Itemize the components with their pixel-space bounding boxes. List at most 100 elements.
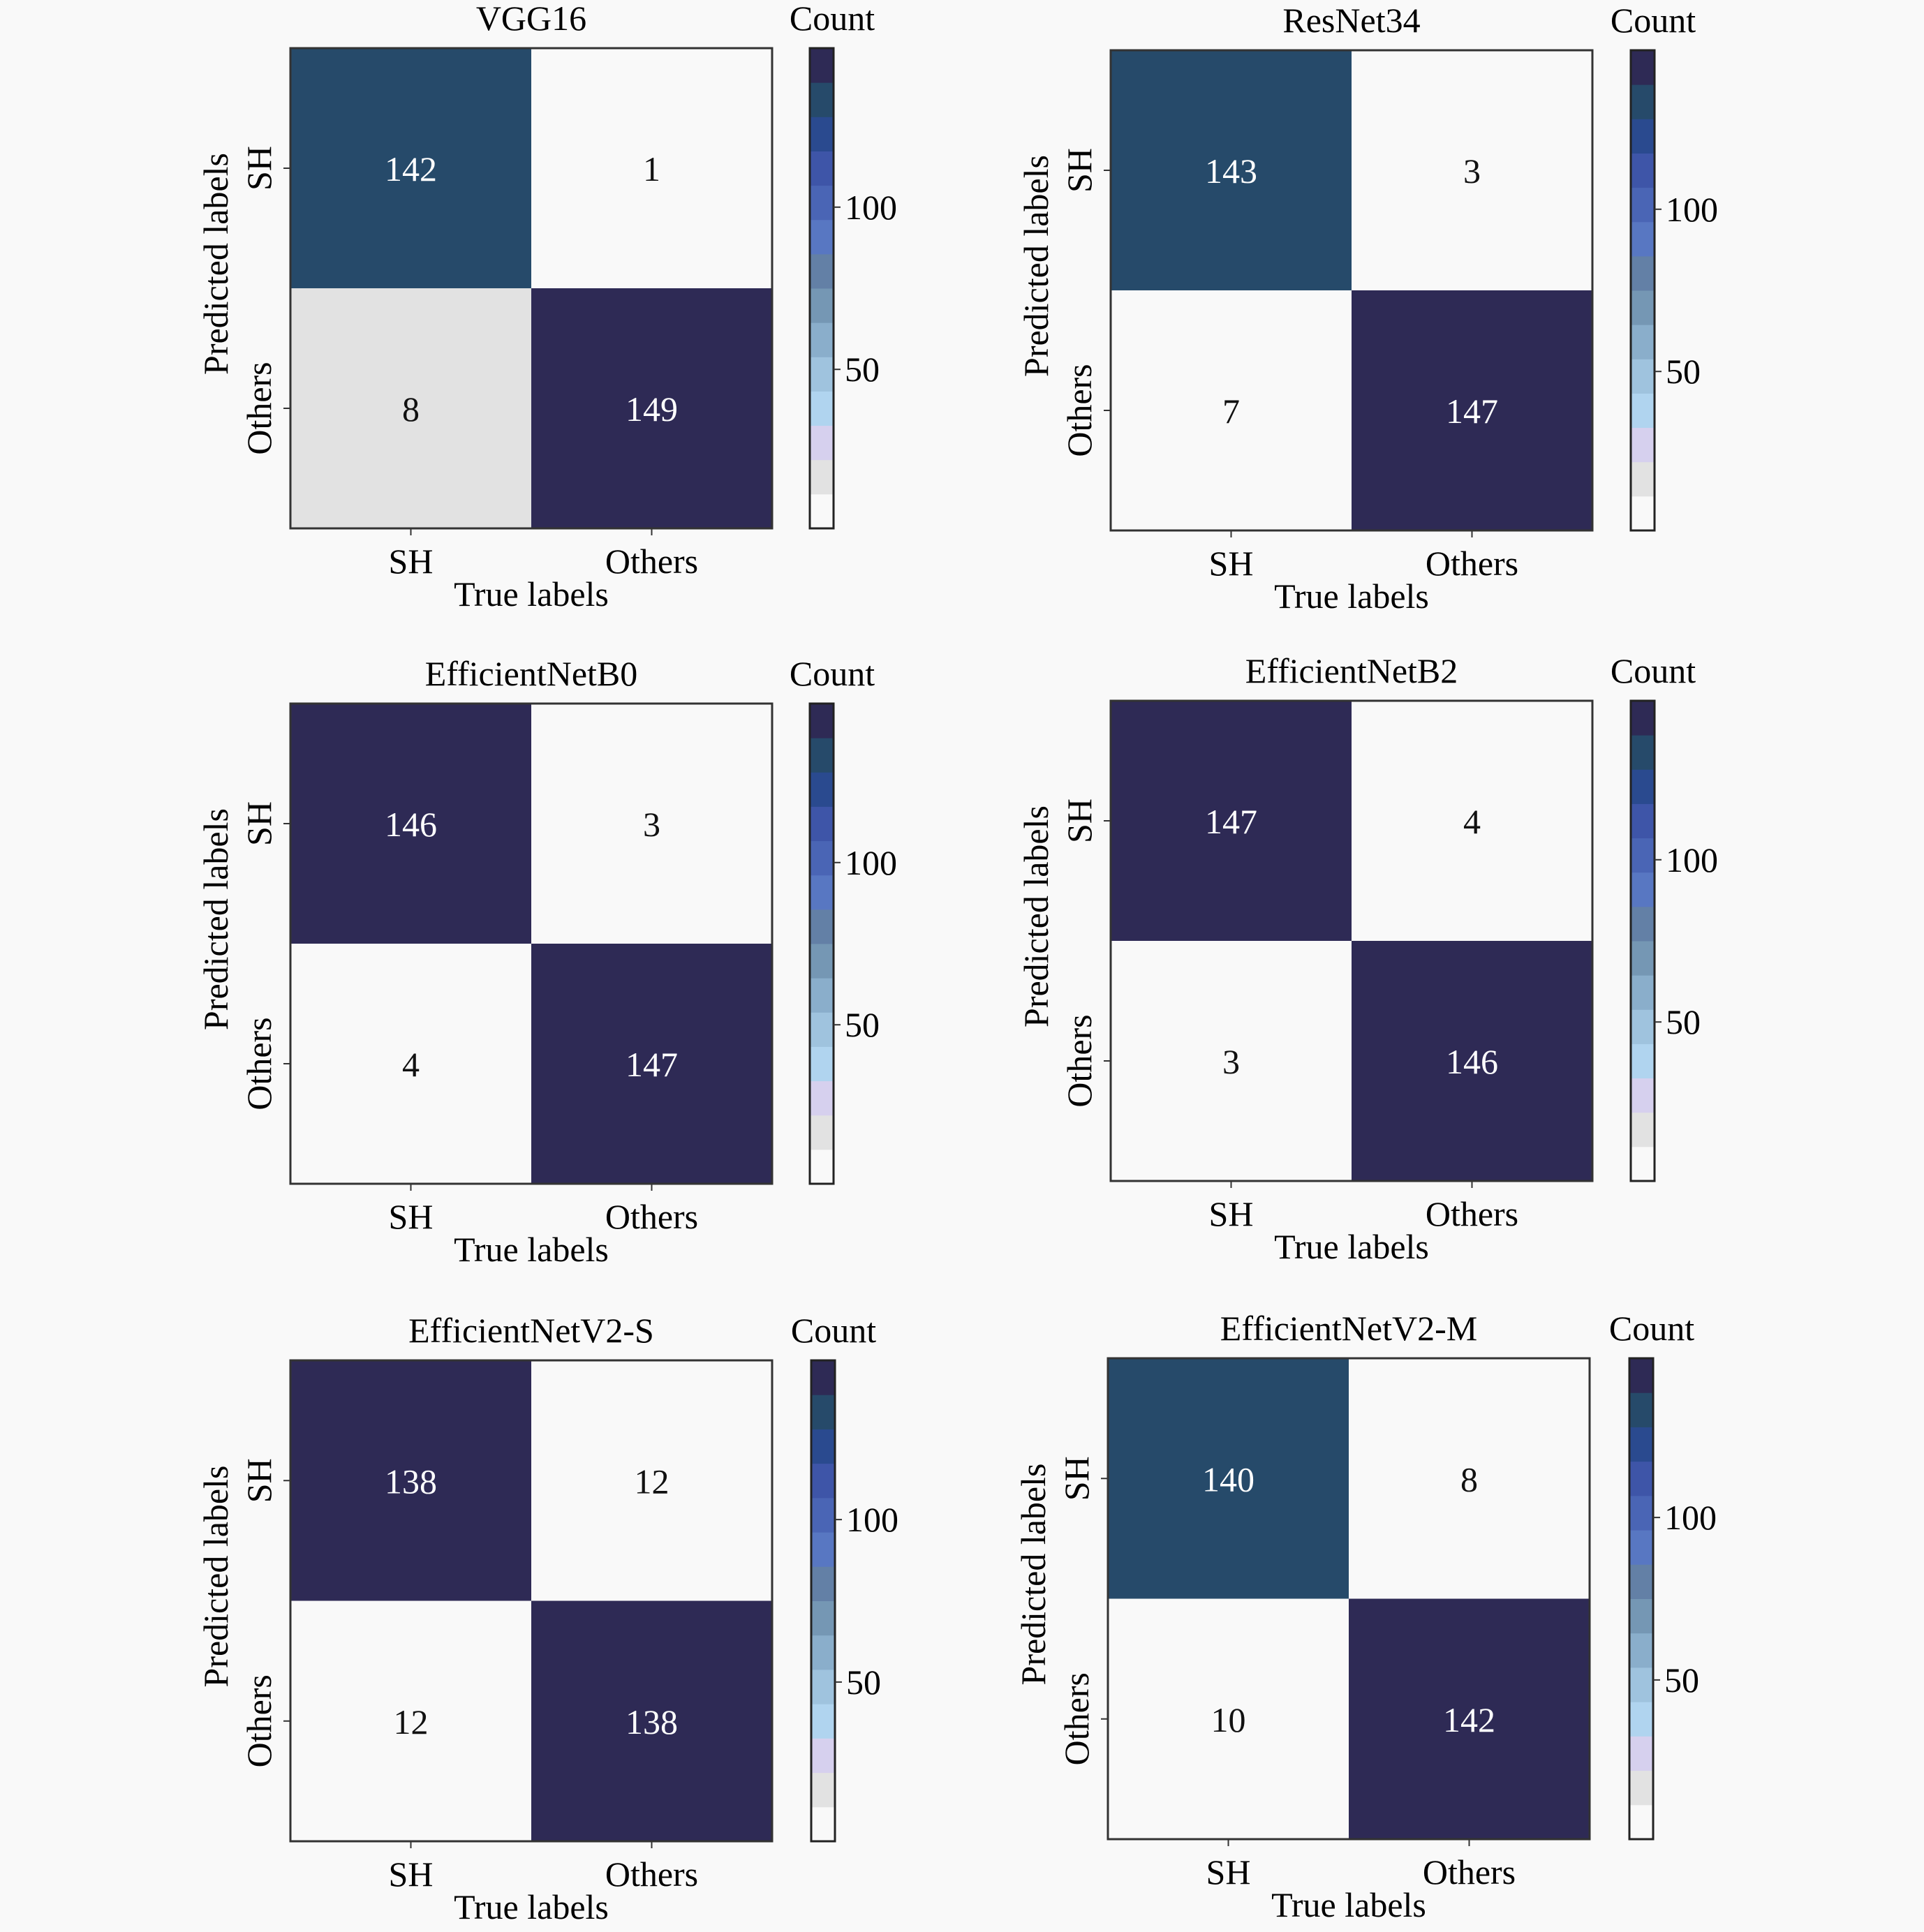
x-tick-label: Others	[605, 542, 698, 581]
colorbar-label: Count	[790, 0, 875, 38]
colorbar-segment	[811, 1772, 835, 1808]
colorbar-segment	[810, 1080, 834, 1116]
colorbar-segment	[1631, 187, 1655, 223]
colorbar-segment	[810, 738, 834, 773]
heatmap-cell	[1108, 1598, 1349, 1839]
colorbar-segment	[1631, 906, 1655, 942]
colorbar-segment	[810, 1149, 834, 1184]
colorbar-segment	[810, 944, 834, 979]
colorbar-segment	[1629, 1804, 1653, 1840]
cell-value-label: 147	[1446, 392, 1498, 431]
colorbar-segment	[1629, 1530, 1653, 1565]
cell-value-label: 147	[1205, 802, 1257, 841]
panel-title: EfficientNetB2	[1245, 651, 1458, 690]
colorbar-tick-label: 50	[1666, 352, 1701, 391]
colorbar-segment	[1631, 393, 1655, 429]
colorbar-segment	[810, 772, 834, 807]
colorbar-segment	[1631, 461, 1655, 497]
x-axis-label: True labels	[454, 574, 609, 614]
cell-value-label: 8	[1460, 1459, 1478, 1499]
colorbar-segment	[1631, 50, 1655, 85]
colorbar-segment	[1631, 1009, 1655, 1044]
y-axis-label: Predicted labels	[1014, 1464, 1053, 1686]
panel-title: VGG16	[476, 0, 586, 38]
cell-value-label: 147	[626, 1045, 678, 1084]
x-tick-label: SH	[389, 1197, 434, 1236]
colorbar-segment	[1631, 119, 1655, 154]
colorbar-segment	[1631, 735, 1655, 770]
colorbar-frame	[808, 47, 835, 530]
colorbar-frame	[1629, 49, 1656, 532]
x-tick-label: SH	[1206, 1852, 1251, 1892]
colorbar-label: Count	[1611, 1, 1696, 40]
heatmap-frame	[1107, 1357, 1591, 1841]
colorbar-segment	[811, 1395, 835, 1429]
colorbar-segment	[1631, 221, 1655, 257]
colorbar-segment	[1631, 803, 1655, 839]
y-axis-label: Predicted labels	[196, 1466, 235, 1688]
heatmap-cell	[1111, 941, 1352, 1181]
heatmap-cell	[1108, 1358, 1349, 1599]
x-axis-label: True labels	[1274, 577, 1429, 616]
heatmap-cell	[531, 48, 772, 288]
x-tick-label: SH	[1209, 1194, 1254, 1233]
y-tick-label: Others	[239, 362, 279, 454]
heatmap-frame	[1109, 49, 1594, 532]
colorbar-segment	[1631, 1112, 1655, 1147]
heatmap-cell	[290, 48, 531, 288]
x-axis-label: True labels	[1271, 1885, 1426, 1924]
heatmap-cell	[1349, 1358, 1590, 1599]
heatmap-cell	[1111, 701, 1352, 941]
colorbar-segment	[811, 1360, 835, 1395]
colorbar-segment	[810, 322, 834, 357]
y-axis-label: Predicted labels	[196, 153, 235, 375]
colorbar-segment	[811, 1566, 835, 1601]
heatmap-cell	[531, 704, 772, 944]
colorbar-segment	[810, 806, 834, 842]
colorbar-segment	[1631, 255, 1655, 291]
cell-value-label: 149	[626, 389, 678, 429]
colorbar-tick-label: 50	[845, 350, 880, 389]
colorbar-segment	[1629, 1667, 1653, 1702]
heatmap-cell	[290, 1360, 531, 1601]
colorbar-segment	[1631, 84, 1655, 119]
cell-value-label: 3	[643, 805, 660, 844]
colorbar-segment	[1631, 838, 1655, 873]
colorbar-segment	[810, 391, 834, 426]
cell-value-label: 138	[385, 1462, 437, 1501]
y-tick-label: SH	[239, 1458, 279, 1503]
x-tick-label: Others	[605, 1197, 698, 1236]
heatmap-cell	[531, 1600, 772, 1841]
x-tick-label: Others	[1426, 544, 1518, 583]
colorbar-segment	[1631, 1043, 1655, 1079]
colorbar-segment	[1631, 701, 1655, 736]
y-tick-label: Others	[1060, 364, 1099, 456]
colorbar-segment	[1631, 872, 1655, 907]
colorbar-segment	[1629, 1358, 1653, 1393]
y-tick-label: Others	[239, 1674, 279, 1767]
cell-value-label: 10	[1211, 1700, 1246, 1739]
colorbar-segment	[810, 357, 834, 392]
y-tick-label: SH	[1057, 1456, 1096, 1501]
cell-value-label: 138	[626, 1702, 678, 1741]
colorbar-segment	[811, 1532, 835, 1567]
heatmap-cell	[531, 1360, 772, 1601]
heatmap-cell	[1349, 1598, 1590, 1839]
panel-title: EfficientNetV2-M	[1220, 1309, 1477, 1348]
x-axis-label: True labels	[454, 1887, 609, 1926]
colorbar-segment	[810, 219, 834, 255]
cell-value-label: 8	[402, 389, 420, 429]
heatmap-cell	[1111, 290, 1352, 530]
colorbar-segment	[1631, 290, 1655, 325]
colorbar-segment	[810, 875, 834, 910]
colorbar-label: Count	[1611, 651, 1696, 690]
y-axis-label: Predicted labels	[196, 808, 235, 1030]
panel-title: ResNet34	[1282, 1, 1420, 40]
heatmap-frame	[289, 702, 774, 1185]
colorbar-segment	[1631, 1146, 1655, 1182]
y-tick-label: SH	[239, 146, 279, 191]
x-tick-label: SH	[389, 542, 434, 581]
y-tick-label: Others	[1060, 1014, 1099, 1107]
colorbar-segment	[1631, 496, 1655, 531]
